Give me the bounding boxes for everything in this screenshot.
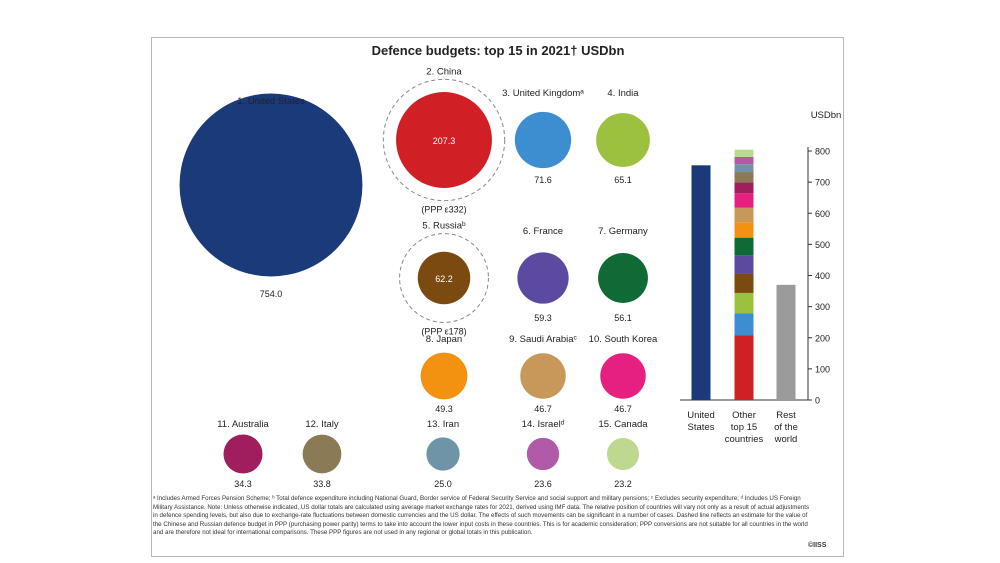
bubble-label-china: 2. China: [426, 66, 462, 77]
bubble-label-israel: 14. Israelᵈ: [522, 419, 565, 430]
bar-y-tick-label: 100: [815, 364, 830, 374]
bubble-value-china: 207.3: [433, 136, 456, 146]
bar-segment-italy: [734, 172, 754, 183]
bar-segment-saudi-arabia: [734, 207, 754, 223]
bubble-value-france: 59.3: [534, 313, 552, 323]
bubble-value-india: 65.1: [614, 175, 632, 185]
bar-category-label-united-states: United States: [687, 410, 714, 433]
bubble-label-united-kingdom: 3. United Kingdomᵃ: [502, 88, 584, 99]
bar-y-tick-label: 800: [815, 147, 830, 157]
bar-y-tick-label: 500: [815, 240, 830, 250]
bubble-label-france: 6. France: [523, 226, 563, 237]
bubble-germany: [598, 253, 648, 303]
bubble-ppp-ring-russia: [399, 233, 489, 323]
bubble-label-germany: 7. Germany: [598, 226, 648, 237]
bubble-united-kingdom: [514, 111, 572, 169]
bar-segment-russia: [734, 273, 754, 293]
bar-y-tick-label: 600: [815, 209, 830, 219]
chart-title: Defence budgets: top 15 in 2021† USDbn: [372, 43, 625, 58]
bubble-label-south-korea: 10. South Korea: [589, 334, 658, 345]
copyright: ©IISS: [808, 542, 827, 549]
bar-y-tick-label: 0: [815, 396, 820, 406]
bubble-value-south-korea: 46.7: [614, 404, 632, 414]
bar-category-label-other-top-countries: Other top 15 countries: [725, 410, 764, 445]
bubble-china: [396, 92, 492, 188]
bubble-value-australia: 34.3: [234, 479, 252, 489]
bar-segment-china: [734, 335, 754, 400]
bubble-iran: [426, 437, 460, 471]
bubble-value-italy: 33.8: [313, 479, 331, 489]
bar-segment-united-kingdom: [734, 313, 754, 336]
bar-segment-france: [734, 255, 754, 274]
bar-segment-india: [734, 292, 754, 314]
bubble-south-korea: [600, 353, 646, 399]
footnotes: ᵃ Includes Armed Forces Pension Scheme; …: [153, 495, 810, 536]
bar-segment-germany: [734, 237, 754, 256]
bubble-australia: [223, 434, 263, 474]
bubble-saudi-arabia: [520, 353, 566, 399]
defence-budgets-chart: Defence budgets: top 15 in 2021† USDbn 1.…: [179, 43, 842, 489]
bubble-label-iran: 13. Iran: [427, 419, 459, 430]
bubble-value-russia: 62.2: [435, 274, 453, 284]
bar-rest-of-the-world: [776, 284, 796, 400]
bubble-label-india: 4. India: [607, 88, 639, 99]
bubble-israel: [526, 437, 560, 471]
bubble-value-israel: 23.6: [534, 479, 552, 489]
chart-frame: Defence budgets: top 15 in 2021† USDbn 1.…: [151, 37, 844, 557]
bubble-label-saudi-arabia: 9. Saudi Arabiaᶜ: [509, 334, 577, 345]
bar-segment-south-korea: [734, 193, 754, 208]
bubble-value-iran: 25.0: [434, 479, 452, 489]
bubble-italy: [302, 434, 342, 474]
bubble-value-saudi-arabia: 46.7: [534, 404, 552, 414]
bubble-japan: [420, 352, 468, 400]
bar-y-tick-label: 700: [815, 178, 830, 188]
bar-y-axis-label: USDbn: [811, 110, 842, 121]
bubble-india: [596, 113, 650, 167]
bar-y-tick-label: 200: [815, 333, 830, 343]
bubble-label-united-states: 1. United States: [237, 96, 305, 107]
bubble-russia: [417, 251, 471, 305]
bar-segment-canada: [734, 149, 754, 157]
bubble-ppp-ring-china: [382, 78, 506, 202]
bubble-value-germany: 56.1: [614, 313, 632, 323]
bar-y-tick-label: 300: [815, 302, 830, 312]
bubble-ppp-label-russia: (PPP ε178): [421, 326, 466, 336]
bar-united-states: [691, 165, 711, 400]
bar-category-label-rest-of-the-world: Rest of the world: [774, 410, 798, 445]
bubble-ppp-label-china: (PPP ε332): [421, 205, 466, 215]
bubble-label-russia: 5. Russiaᵇ: [422, 221, 466, 232]
bubble-united-states: [179, 93, 363, 277]
bubble-france: [517, 252, 569, 304]
bubble-label-japan: 8. Japan: [426, 334, 462, 345]
bubble-value-united-kingdom: 71.6: [534, 175, 552, 185]
bar-segment-japan: [734, 222, 754, 238]
bubble-label-australia: 11. Australia: [217, 419, 269, 430]
bubble-canada: [606, 437, 640, 471]
bar-segment-australia: [734, 182, 754, 194]
bar-segment-iran: [734, 164, 754, 173]
bubble-label-italy: 12. Italy: [305, 419, 339, 430]
bar-y-tick-label: 400: [815, 271, 830, 281]
bubble-value-united-states: 754.0: [260, 289, 283, 299]
bar-segment-israel: [734, 156, 754, 165]
bubble-label-canada: 15. Canada: [598, 419, 648, 430]
bubble-value-japan: 49.3: [435, 404, 453, 414]
bubble-value-canada: 23.2: [614, 479, 632, 489]
